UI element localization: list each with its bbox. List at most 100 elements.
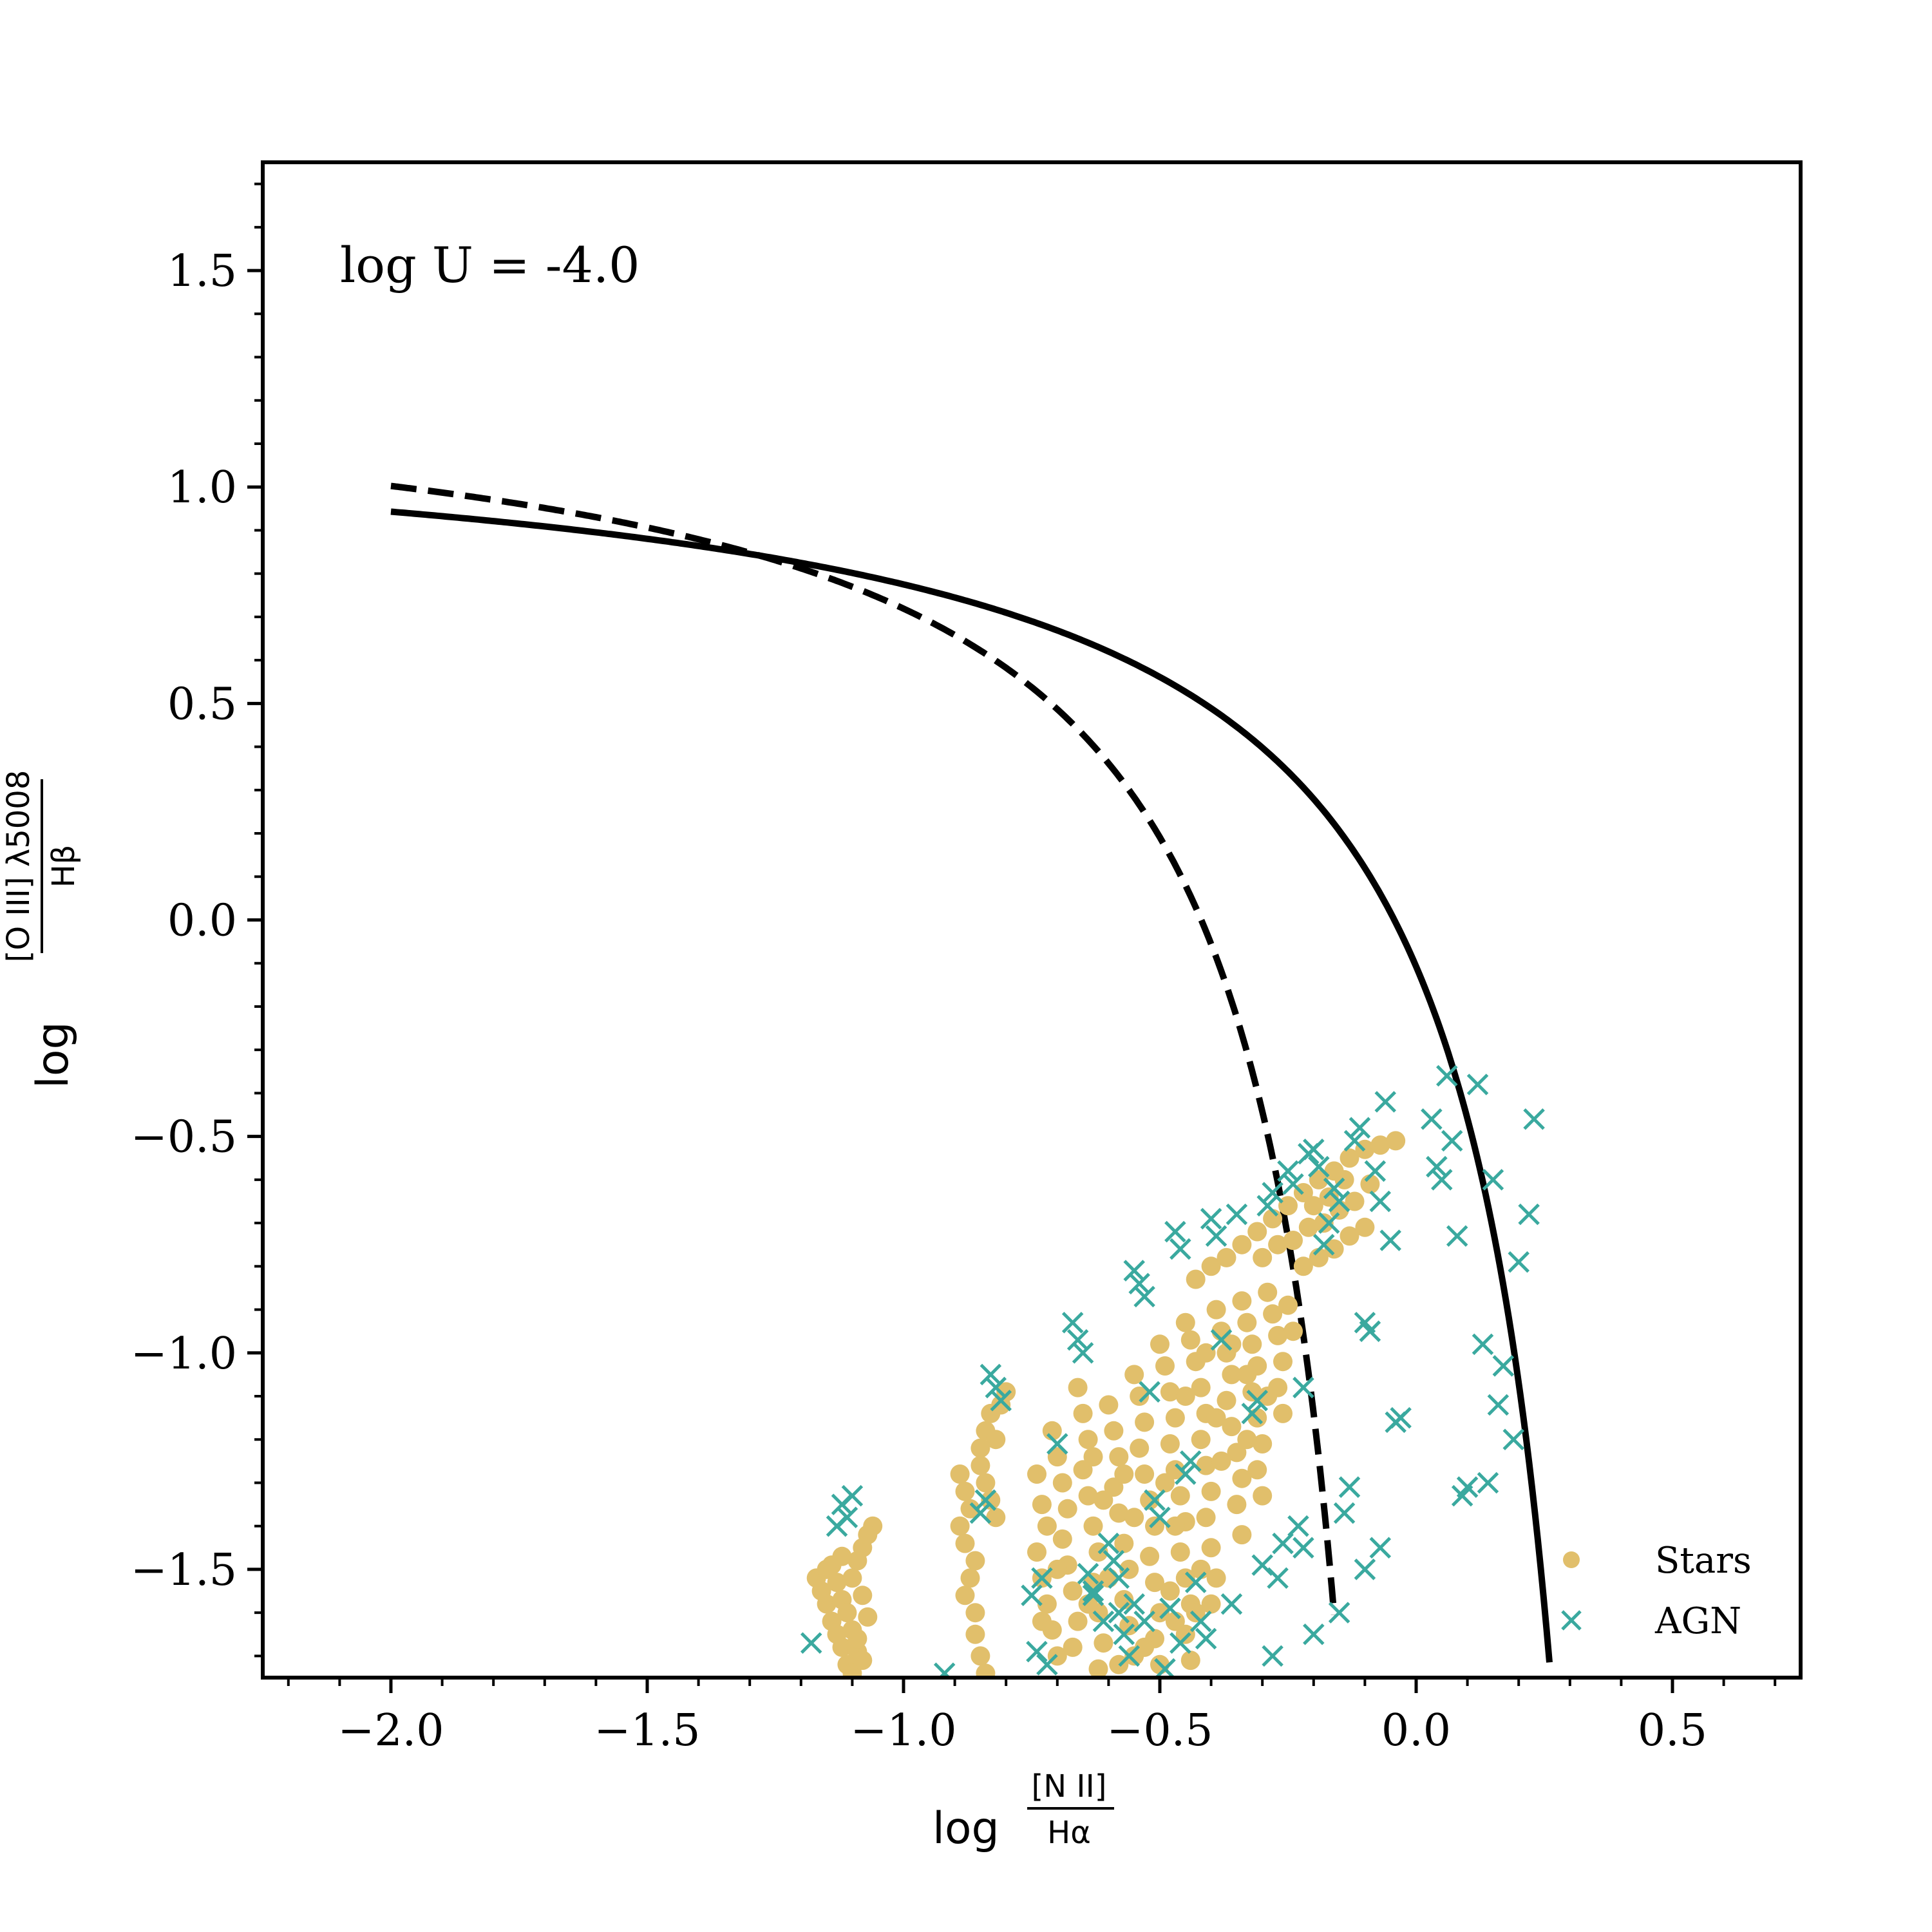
point-agn bbox=[1072, 1342, 1094, 1364]
point-stars bbox=[1114, 1464, 1134, 1484]
point-agn bbox=[1154, 1658, 1176, 1678]
point-stars bbox=[950, 1516, 970, 1536]
point-stars bbox=[1191, 1430, 1211, 1450]
point-stars bbox=[1032, 1495, 1052, 1515]
x-tick-label: −1.0 bbox=[850, 1705, 956, 1756]
point-stars bbox=[1278, 1196, 1298, 1216]
point-stars bbox=[1027, 1542, 1046, 1562]
point-agn bbox=[1061, 1311, 1084, 1334]
point-stars bbox=[1206, 1408, 1226, 1428]
point-stars bbox=[1253, 1434, 1273, 1454]
point-stars bbox=[1175, 1312, 1195, 1332]
point-agn bbox=[1303, 1624, 1325, 1645]
point-agn bbox=[1354, 1558, 1376, 1580]
point-stars bbox=[1140, 1546, 1160, 1566]
point-stars bbox=[1135, 1412, 1155, 1432]
point-stars bbox=[1104, 1421, 1124, 1441]
point-stars bbox=[1232, 1525, 1252, 1545]
point-stars bbox=[1370, 1135, 1390, 1155]
point-stars bbox=[1145, 1573, 1164, 1593]
point-stars bbox=[1083, 1447, 1103, 1467]
point-agn bbox=[1472, 1333, 1494, 1356]
point-agn bbox=[1267, 1567, 1289, 1589]
point-stars bbox=[1165, 1516, 1185, 1536]
point-stars bbox=[1253, 1486, 1273, 1506]
point-stars bbox=[1273, 1403, 1293, 1423]
point-stars bbox=[955, 1481, 975, 1501]
point-agn bbox=[1031, 1567, 1053, 1589]
point-agn bbox=[1108, 1602, 1130, 1624]
point-agn bbox=[1343, 1130, 1366, 1152]
point-stars bbox=[1283, 1231, 1303, 1250]
point-agn bbox=[1170, 1632, 1191, 1654]
y-tick-label: −1.5 bbox=[131, 1545, 237, 1596]
point-stars bbox=[1206, 1568, 1226, 1588]
point-agn bbox=[1487, 1394, 1510, 1416]
point-stars bbox=[1170, 1486, 1190, 1506]
point-stars bbox=[1032, 1611, 1052, 1631]
point-stars bbox=[1027, 1464, 1046, 1484]
point-agn bbox=[1338, 1476, 1361, 1498]
point-stars bbox=[1109, 1447, 1129, 1467]
x-tick-label: −0.5 bbox=[1106, 1705, 1213, 1756]
point-agn bbox=[969, 1502, 992, 1524]
x-axis-label: log [N II] Hα bbox=[933, 1768, 1114, 1854]
x-axis-ticks: −2.0 −1.5 −1.0 −0.5 0.0 0.5 bbox=[287, 1678, 1777, 1756]
point-agn bbox=[1456, 1476, 1479, 1498]
point-stars bbox=[996, 1382, 1016, 1402]
point-agn bbox=[1318, 1212, 1340, 1234]
point-stars bbox=[1047, 1559, 1067, 1579]
point-stars bbox=[1196, 1508, 1216, 1528]
point-agn bbox=[974, 1489, 997, 1511]
point-agn bbox=[1333, 1502, 1356, 1524]
point-stars bbox=[950, 1464, 970, 1484]
point-stars bbox=[1355, 1217, 1375, 1237]
point-agn bbox=[1359, 1320, 1381, 1342]
point-stars bbox=[1232, 1468, 1252, 1488]
point-agn bbox=[1133, 1610, 1155, 1633]
legend-marker-stars bbox=[1563, 1551, 1580, 1568]
point-agn bbox=[1113, 1624, 1135, 1645]
point-stars bbox=[965, 1624, 985, 1644]
point-agn bbox=[1220, 1593, 1243, 1615]
point-stars bbox=[976, 1473, 996, 1493]
point-agn bbox=[1518, 1203, 1540, 1226]
point-agn bbox=[841, 1484, 864, 1507]
point-stars bbox=[1222, 1365, 1242, 1385]
point-agn bbox=[1046, 1433, 1068, 1455]
point-stars bbox=[1258, 1387, 1278, 1406]
point-stars bbox=[1140, 1490, 1160, 1510]
point-agn bbox=[1477, 1472, 1499, 1494]
point-stars bbox=[1298, 1217, 1318, 1237]
point-stars bbox=[853, 1586, 873, 1605]
point-stars bbox=[1201, 1538, 1221, 1558]
point-agn bbox=[1508, 1251, 1530, 1273]
point-stars bbox=[1052, 1529, 1072, 1549]
point-stars bbox=[1099, 1395, 1119, 1415]
point-agn bbox=[1277, 1160, 1299, 1182]
point-stars bbox=[1104, 1477, 1124, 1497]
x-tick-label: 0.5 bbox=[1638, 1705, 1707, 1756]
point-agn bbox=[1502, 1428, 1525, 1451]
legend-label-agn: AGN bbox=[1654, 1600, 1741, 1642]
point-agn bbox=[1189, 1610, 1212, 1633]
point-stars bbox=[1237, 1365, 1257, 1385]
point-stars bbox=[1170, 1542, 1190, 1562]
point-agn bbox=[1205, 1225, 1227, 1247]
point-agn bbox=[1364, 1160, 1387, 1182]
point-stars bbox=[1268, 1235, 1288, 1255]
point-agn bbox=[1482, 1169, 1504, 1191]
point-stars bbox=[1073, 1403, 1093, 1423]
point-agn bbox=[1133, 1285, 1155, 1308]
point-stars bbox=[1227, 1495, 1247, 1515]
point-agn bbox=[1118, 1645, 1141, 1667]
point-stars bbox=[1201, 1481, 1221, 1501]
point-agn bbox=[1307, 1155, 1330, 1178]
point-agn bbox=[1282, 1173, 1304, 1195]
point-stars bbox=[1078, 1430, 1098, 1450]
y-label-prefix: log bbox=[28, 1021, 79, 1088]
point-agn bbox=[1446, 1225, 1468, 1247]
point-agn bbox=[1431, 1169, 1453, 1191]
point-stars bbox=[1340, 1226, 1359, 1246]
point-agn bbox=[1128, 1273, 1150, 1294]
